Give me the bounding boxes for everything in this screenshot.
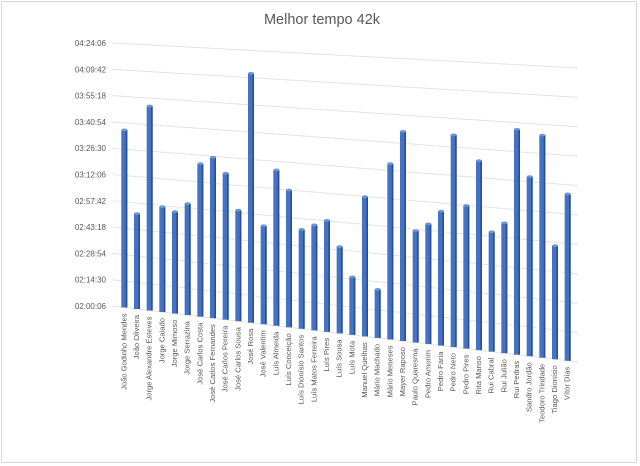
x-tick-label: Teodoro Trindade <box>537 364 546 423</box>
x-tick-label: Mário Machado <box>373 344 382 396</box>
bar <box>488 230 495 352</box>
x-tick-label: Mayer Raposo <box>398 347 407 396</box>
bar <box>184 202 191 316</box>
bar <box>197 162 204 317</box>
bar <box>172 210 178 314</box>
bar <box>273 168 280 326</box>
x-tick-label: José Carlos Pereira <box>221 325 230 392</box>
bar <box>298 228 305 329</box>
x-tick-label: José Rosa <box>246 328 255 365</box>
bar <box>362 195 368 337</box>
bar <box>450 133 457 348</box>
gridline <box>111 42 579 69</box>
x-tick-label: Pedro Neto <box>449 353 458 391</box>
bar <box>374 287 381 338</box>
gridline <box>111 147 579 187</box>
x-tick-label: Jorge Mimoso <box>170 320 179 368</box>
bar <box>248 71 254 323</box>
x-tick-label: Paulo Quaresma <box>411 348 420 406</box>
y-tick-label: 02:28:54 <box>75 249 107 258</box>
bar <box>222 171 229 320</box>
bar <box>387 162 394 340</box>
x-tick-label: Luís Pires <box>322 338 331 372</box>
bar <box>159 205 166 313</box>
x-tick-label: Rita Manso <box>474 356 483 394</box>
bar <box>260 224 267 325</box>
gridline <box>111 226 579 275</box>
bar <box>514 127 520 355</box>
x-tick-label: Mário Meneses <box>385 345 394 397</box>
gridline <box>111 200 579 245</box>
x-tick-label: Manuel Quelhas <box>360 342 369 398</box>
bar <box>501 221 508 354</box>
y-tick-label: 02:43:18 <box>75 223 107 232</box>
x-tick-label: Jorge Serrazina <box>183 320 192 374</box>
x-tick-label: Pedro Faria <box>436 351 445 391</box>
x-tick-label: Vítor Dias <box>563 367 572 401</box>
gridline <box>111 68 579 98</box>
x-tick-label: Sandro Jordão <box>525 362 534 412</box>
x-tick-label: José Valentim <box>259 330 268 377</box>
x-tick-label: Luís Matos Ferreira <box>309 336 318 403</box>
x-tick-label: Pedro Amorim <box>423 350 432 398</box>
bar <box>286 188 292 328</box>
bar <box>438 209 444 346</box>
x-tick-label: José Carlos Sousa <box>233 326 242 391</box>
y-tick-label: 03:12:06 <box>75 171 107 180</box>
bar <box>400 129 406 341</box>
gridline <box>111 121 579 157</box>
x-tick-label: Luís Almeida <box>271 331 280 375</box>
y-tick-label: 02:14:30 <box>75 276 107 285</box>
bar <box>235 208 242 322</box>
bar-series <box>121 71 571 361</box>
y-axis-tick-labels: 02:00:06 02:14:30 02:28:54 02:43:18 02:57:42… <box>75 39 107 311</box>
y-tick-label: 02:57:42 <box>75 197 107 206</box>
y-tick-label: 02:00:06 <box>75 302 107 311</box>
bar <box>311 223 318 331</box>
gridlines <box>111 42 579 363</box>
x-tick-label: Rui Pedras <box>512 360 521 398</box>
bar <box>121 128 128 308</box>
bar <box>564 192 571 361</box>
bar <box>349 275 356 335</box>
gridline <box>111 95 579 128</box>
x-tick-label: Rui Julião <box>499 359 508 392</box>
x-tick-label: Pedro Pires <box>461 354 470 394</box>
x-tick-label: José Carlos Fernandes <box>208 324 217 403</box>
x-axis-tick-labels: João Godinho Mendes João Oliveira Jorge Al… <box>119 313 571 423</box>
bar <box>526 175 533 357</box>
x-tick-label: Luís Mota <box>347 340 356 374</box>
bar <box>552 244 558 360</box>
x-tick-label: José Carlos Costa <box>195 322 204 385</box>
y-tick-label: 03:40:54 <box>75 118 107 127</box>
chart-title: Melhor tempo 42k <box>263 12 381 28</box>
x-tick-label: Luís Conceição <box>284 333 293 385</box>
gridline <box>111 305 579 363</box>
y-tick-label: 03:26:30 <box>75 144 107 153</box>
bar <box>146 104 153 311</box>
x-tick-label: Luís Sousa <box>335 339 344 378</box>
y-tick-label: 04:09:42 <box>75 65 107 74</box>
x-tick-label: João Godinho Mendes <box>119 313 128 390</box>
bar <box>336 245 343 334</box>
x-tick-label: Jorge Caiado <box>157 318 166 363</box>
bar <box>324 218 330 332</box>
bar <box>134 212 140 310</box>
bar <box>412 229 419 343</box>
gridline <box>111 174 579 216</box>
bar <box>425 222 432 345</box>
bar <box>210 155 216 319</box>
x-tick-label: Tiago Dionísio <box>550 365 559 413</box>
gridline <box>111 252 579 304</box>
x-tick-label: Rui Cabral <box>487 357 496 393</box>
x-tick-label: Jorge Alexandre Esteves <box>145 316 154 400</box>
y-tick-label: 03:55:18 <box>75 92 107 101</box>
bar <box>463 204 470 349</box>
x-tick-label: Luís Dionísio Santos <box>297 335 306 405</box>
bar <box>539 133 546 358</box>
y-tick-label: 04:24:06 <box>75 39 107 48</box>
x-tick-label: João Oliveira <box>132 314 141 359</box>
bar <box>476 159 482 351</box>
